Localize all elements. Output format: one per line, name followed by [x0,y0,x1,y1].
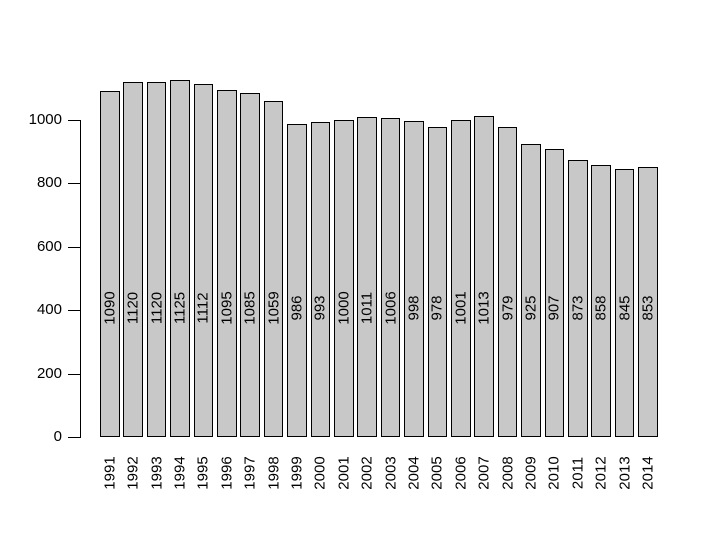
bar [100,91,120,437]
x-tick-label: 2010 [545,456,563,490]
y-tick [68,373,80,375]
x-tick-label: 2006 [452,456,470,490]
bar [521,143,541,437]
bar [310,122,331,437]
bar-value-label: 1006 [382,291,400,325]
bar [287,124,307,437]
bar [263,101,284,437]
bar-value-label: 1095 [218,291,236,325]
x-tick-label: 1992 [124,456,142,490]
x-tick-label: 2004 [405,456,423,490]
x-tick-label: 2009 [522,456,540,490]
bar [240,93,260,437]
bar [427,126,448,437]
x-tick-label: 1998 [265,456,283,490]
x-tick-label: 2008 [499,456,517,490]
bar-value-label: 907 [545,295,563,321]
x-tick-label: 2013 [616,456,634,490]
x-tick-label: 2001 [335,456,353,490]
bar-value-label: 925 [522,295,540,321]
bar [357,116,377,437]
bar-value-label: 1059 [265,291,283,325]
bar-value-label: 1085 [241,291,259,325]
bar [474,115,494,437]
bar-value-label: 858 [592,295,610,321]
x-tick-label: 2003 [382,456,400,490]
x-tick-label: 1999 [288,456,306,490]
y-tick-label: 1000 [28,111,62,128]
bar-value-label: 986 [288,295,306,321]
x-tick-label: 2014 [639,456,657,490]
y-tick-label: 800 [36,174,62,192]
bar [638,166,658,437]
bar [217,89,237,437]
y-axis-line [80,120,81,438]
x-tick-label: 2012 [592,456,610,490]
bar [170,80,190,437]
bar [404,120,424,437]
bar [380,118,401,437]
bar-value-label: 1000 [335,291,353,325]
y-tick-label: 600 [36,237,62,255]
x-tick-label: 1995 [194,456,212,490]
bar [544,149,565,437]
x-tick-label: 1993 [148,456,166,490]
y-tick-label: 400 [36,301,62,319]
bar-value-label: 1120 [148,291,166,325]
bar [193,84,214,437]
bar [334,120,354,437]
x-tick-label: 2000 [311,456,329,490]
bar [497,126,518,437]
y-tick [68,310,80,312]
y-tick-label: 0 [53,428,62,445]
bar [146,81,167,437]
x-tick-label: 2002 [358,456,376,490]
bar-value-label: 1013 [475,291,493,325]
bar-value-label: 845 [616,295,634,321]
y-tick [68,120,80,121]
bar-value-label: 1090 [101,291,119,325]
bar [451,119,471,437]
bar-value-label: 1125 [171,291,189,325]
y-tick-label: 200 [36,364,62,382]
bar-value-label: 853 [639,295,657,321]
bar-value-label: 1120 [124,291,142,325]
bar-value-label: 993 [311,295,329,321]
bar-value-label: 998 [405,295,423,321]
bar [591,165,611,437]
y-tick [68,437,80,438]
x-tick-label: 1994 [171,456,189,490]
bar [568,160,588,437]
x-tick-label: 1997 [241,456,259,490]
y-tick [68,183,80,185]
bar-value-label: 1011 [358,291,376,325]
bar-value-label: 1112 [194,292,212,324]
bar-value-label: 1001 [452,291,470,325]
bar [123,81,143,437]
x-tick-label: 2011 [569,456,587,490]
y-tick [68,246,80,248]
x-tick-label: 2005 [428,456,446,490]
x-tick-label: 1991 [101,456,119,490]
bar-value-label: 873 [569,295,587,321]
x-tick-label: 1996 [218,456,236,490]
x-tick-label: 2007 [475,456,493,490]
bar-value-label: 978 [428,295,446,321]
bar [614,169,635,437]
bar-value-label: 979 [499,295,517,321]
